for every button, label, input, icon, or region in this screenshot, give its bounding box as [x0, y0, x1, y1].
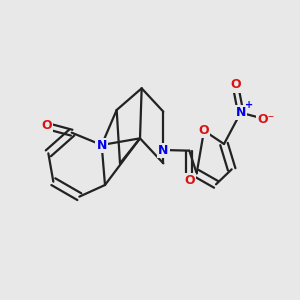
Text: N: N	[158, 143, 169, 157]
Text: N: N	[236, 106, 246, 119]
Text: N: N	[97, 139, 107, 152]
Text: O: O	[230, 79, 241, 92]
Text: +: +	[245, 100, 253, 110]
Text: O: O	[184, 173, 195, 187]
Text: O: O	[199, 124, 209, 137]
Text: O⁻: O⁻	[257, 113, 274, 126]
Text: O: O	[41, 119, 52, 133]
